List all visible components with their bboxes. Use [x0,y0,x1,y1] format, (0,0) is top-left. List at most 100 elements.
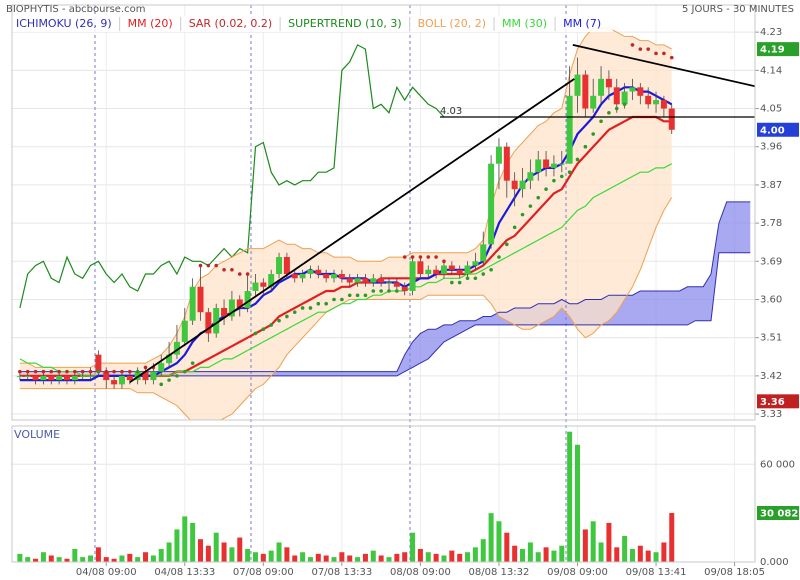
volume-bar [629,548,635,562]
volume-bar [158,548,164,562]
volume-bar [103,557,109,562]
sar-dot [308,306,313,310]
volume-bar [567,431,573,562]
volume-bar [17,553,23,562]
volume-bar [64,558,70,562]
candle-body [16,375,23,377]
y-tick-label: 60 000 [760,459,795,470]
candle-body [228,299,235,317]
candle-body [385,282,392,284]
volume-bar [496,521,502,562]
candle-body [142,371,149,381]
legend-entry: ICHIMOKU (26, 9) [16,17,112,30]
y-tick-label: 4.23 [760,27,782,38]
mark-layer: 4.23 4.14 4.05 3.96 3.87 3.78 3.69 3.60 3.51 3.42… [13,16,799,578]
candle-body [409,261,416,292]
sar-dot [80,369,85,374]
price-marks [16,27,755,420]
volume-bar [268,550,274,562]
candle-body [244,291,251,308]
sar-dot [73,369,77,374]
volume-bar [480,539,486,562]
price-marker-label: 3.36 [760,397,785,408]
y-tick-label: 3.96 [760,142,782,153]
legend-entry: SUPERTREND (10, 3) [288,17,402,30]
sar-dot [379,289,383,293]
y-tick-label: 3.33 [760,409,782,420]
volume-bar [512,545,518,562]
sar-dot [143,365,148,370]
candle-body [197,286,204,313]
price-marker-label: 4.00 [760,125,785,136]
volume-bar [614,547,620,562]
sar-dot [332,297,336,302]
volume-bar [260,553,266,562]
candle-body [276,257,283,275]
y-tick-label: 3.51 [760,333,782,344]
price-panel [11,4,756,421]
volume-bar [213,532,219,562]
sar-dot [292,310,297,315]
candle-body [79,375,86,377]
candle-body [166,354,173,364]
candle-body [621,91,628,105]
volume-bar [166,542,172,562]
sar-dot [182,369,187,374]
candle-body [260,282,267,287]
volume-bar [127,553,133,562]
volume-bar [394,553,400,562]
candle-body [590,95,597,109]
sar-dot [559,174,564,179]
candle-body [543,159,550,168]
sar-dot [410,255,415,259]
y-tick-label: 3.69 [760,256,782,267]
volume-bar [323,555,329,562]
volume-bar [520,548,526,562]
candle-body [558,163,565,165]
volume-bar [402,552,408,562]
candle-body [440,265,447,275]
volume-bar [111,558,117,562]
volume-bar [410,532,416,562]
volume-bar [40,552,46,562]
y-tick-label: 3.60 [760,294,782,305]
volume-bar [339,552,345,562]
legend-entry: MM (30) [502,17,547,30]
sar-dot [387,289,391,293]
chart-subtitle: 5 JOURS - 30 MINUTES [682,4,794,15]
candle-body [150,371,157,381]
candle-body [535,159,542,173]
candle-body [315,269,322,275]
x-tick-label: 04/08 09:00 [76,567,137,578]
sar-dot [662,51,666,56]
sar-dot [575,157,580,162]
volume-bar [590,521,596,562]
sar-dot [316,301,321,306]
sar-dot [512,225,517,230]
volume-bar [197,539,203,562]
volume-bar [221,542,227,562]
sar-dot [638,47,643,51]
sar-dot [300,306,305,310]
x-tick-label: 09/08 09:00 [547,567,608,578]
price-marker [757,42,799,57]
sar-dot [135,369,140,374]
candle-body [354,278,361,283]
candle-body [653,100,660,105]
x-tick-label: 09/08 13:41 [626,567,687,578]
volume-bar [362,553,368,562]
y-tick-label: 3.78 [760,218,782,229]
candle-body [605,78,612,88]
x-tick-label: 08/08 13:32 [469,567,530,578]
volume-bar [331,557,337,562]
sar-dot [175,374,179,378]
sar-dot [395,289,399,293]
volume-marker-label: 30 082 [760,509,798,520]
candle-body [582,74,589,109]
volume-bar [182,516,188,562]
sar-dot [33,369,38,374]
candle-body [480,244,487,262]
candle-body [299,274,306,279]
sar-dot [324,301,328,306]
sar-dot [347,293,352,298]
